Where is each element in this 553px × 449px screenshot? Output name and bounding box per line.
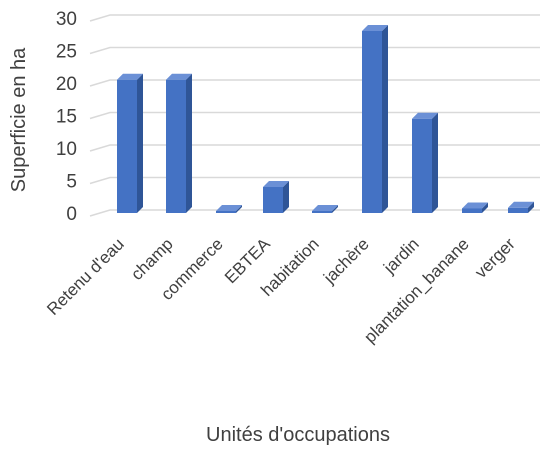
y-tick-label: 0 bbox=[66, 204, 77, 225]
y-axis-title: Superficie en ha bbox=[8, 47, 30, 192]
category-label: champ bbox=[127, 234, 177, 284]
gridline bbox=[89, 79, 540, 87]
bar bbox=[508, 201, 534, 213]
gridline bbox=[89, 14, 540, 22]
bar bbox=[263, 181, 289, 213]
category-labels: Retenu d'eau champcommerceEBTEAhabitation… bbox=[43, 234, 519, 347]
y-tick-label: 15 bbox=[56, 107, 77, 128]
bar bbox=[462, 202, 488, 213]
category-label: verger bbox=[471, 234, 519, 282]
bar bbox=[312, 205, 338, 213]
gridlines bbox=[89, 14, 540, 217]
bar bbox=[117, 73, 143, 213]
bars bbox=[117, 25, 534, 213]
x-axis-title: Unités d'occupations bbox=[206, 424, 390, 446]
gridline bbox=[89, 46, 540, 55]
y-tick-label: 25 bbox=[56, 42, 77, 63]
bar bbox=[216, 205, 242, 213]
y-tick-label: 5 bbox=[66, 172, 77, 193]
category-label: Retenu d'eau bbox=[43, 234, 128, 319]
y-tick-label: 20 bbox=[56, 74, 77, 95]
y-tick-label: 30 bbox=[56, 9, 77, 30]
bar bbox=[412, 112, 438, 213]
bar bbox=[166, 73, 192, 213]
y-axis-ticks: 0 5 10 15 20 25 30 bbox=[56, 9, 77, 225]
category-label: jardin bbox=[379, 234, 423, 278]
gridline bbox=[89, 176, 540, 185]
gridline bbox=[89, 144, 540, 152]
category-label: jachère bbox=[319, 234, 373, 288]
gridline bbox=[89, 111, 540, 120]
gridline bbox=[89, 209, 540, 217]
y-tick-label: 10 bbox=[56, 139, 77, 160]
bar bbox=[362, 25, 388, 213]
